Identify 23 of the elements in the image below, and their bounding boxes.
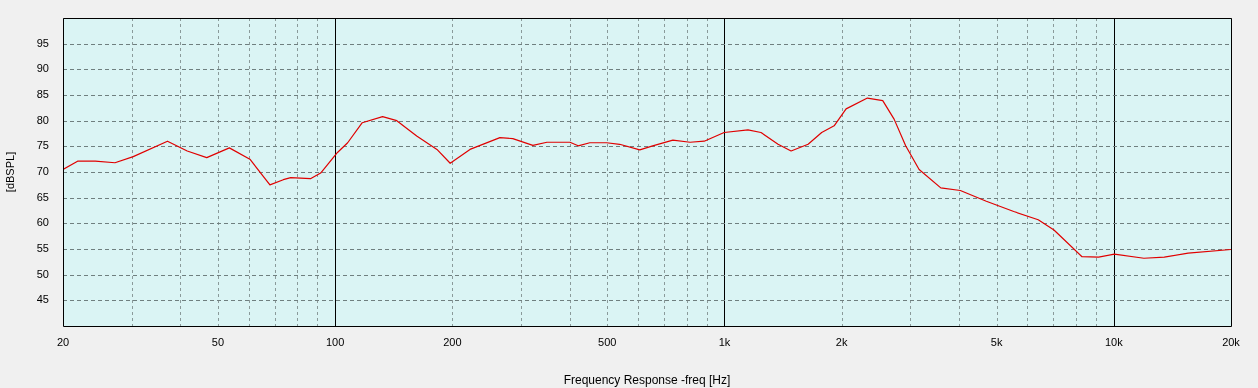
y-tick-label: 85 (36, 88, 49, 101)
y-tick-label: 90 (36, 62, 49, 75)
x-tick-label: 10k (1104, 335, 1124, 348)
y-tick-label: 55 (36, 242, 49, 255)
x-tick-label: 20k (1222, 335, 1241, 348)
x-tick-label: 5k (990, 335, 1003, 348)
x-tick-label: 200 (443, 335, 462, 348)
x-tick-label: 100 (325, 335, 345, 348)
y-tick-label: 60 (36, 216, 49, 229)
x-tick-label: 2k (835, 335, 848, 348)
y-axis-title: [dBSPL] (3, 151, 16, 193)
x-axis-title: Frequency Response -freq [Hz] (563, 373, 731, 388)
x-tick-label: 1k (718, 335, 731, 348)
y-tick-label: 50 (36, 267, 49, 280)
x-tick-label: 500 (598, 335, 617, 348)
x-tick-label: 50 (211, 335, 225, 348)
y-tick-label: 65 (36, 190, 49, 203)
y-tick-label: 70 (36, 165, 49, 178)
y-tick-label: 75 (36, 139, 49, 152)
y-tick-label: 95 (36, 36, 49, 49)
x-tick-label: 20 (56, 335, 70, 348)
y-tick-label: 80 (36, 113, 49, 126)
y-tick-label: 45 (36, 293, 49, 306)
